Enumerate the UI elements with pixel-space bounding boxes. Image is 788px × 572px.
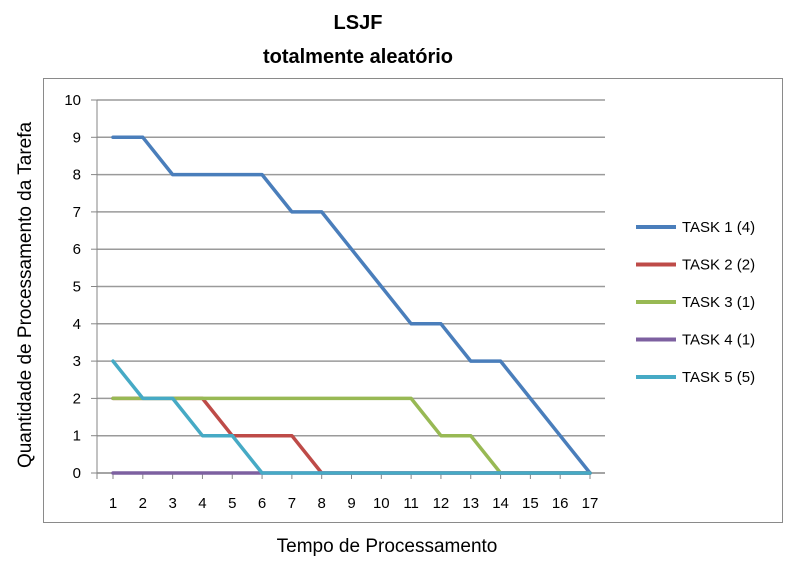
x-tick-label: 8 [318, 495, 326, 512]
legend: TASK 1 (4) TASK 2 (2) TASK 3 (1) TASK 4 (1)… [636, 219, 755, 386]
y-tick-label: 9 [73, 129, 81, 146]
y-tick-label: 5 [73, 279, 81, 296]
x-tick-label: 12 [433, 495, 450, 512]
x-tick-label: 1 [109, 495, 117, 512]
series-line-task-1 [111, 135, 592, 475]
legend-label-task-2: TASK 2 (2) [682, 257, 755, 274]
chart-subtitle: totalmente aleatório [262, 46, 454, 68]
x-tick-label: 11 [403, 495, 419, 512]
gridlines [91, 99, 605, 479]
x-tick-label: 5 [228, 495, 236, 512]
x-tick-label: 10 [373, 495, 390, 512]
y-tick-label: 8 [73, 167, 81, 184]
y-tick-label: 1 [73, 428, 81, 445]
legend-label-task-3: TASK 3 (1) [682, 294, 755, 311]
y-tick-label: 7 [73, 204, 81, 221]
x-tick-label: 17 [582, 495, 599, 512]
x-tick-labels: 1 2 3 4 5 6 7 8 9 10 11 12 13 14 15 16 17 [109, 495, 599, 512]
y-axis-label: Quantidade de Processamento da Tarefa [15, 122, 36, 469]
x-tick-label: 6 [258, 495, 266, 512]
x-tick-label: 13 [462, 495, 479, 512]
y-tick-labels: 0 1 2 3 4 5 6 7 8 9 10 [64, 92, 81, 482]
plot-area-border [43, 78, 783, 523]
x-tick-label: 15 [522, 495, 539, 512]
y-tick-label: 2 [73, 390, 81, 407]
legend-label-task-5: TASK 5 (5) [682, 369, 755, 386]
legend-label-task-1: TASK 1 (4) [682, 219, 755, 236]
x-tick-label: 3 [168, 495, 176, 512]
x-tick-label: 2 [139, 495, 147, 512]
legend-label-task-4: TASK 4 (1) [682, 332, 755, 349]
x-tick-label: 4 [198, 495, 206, 512]
y-tick-label: 6 [73, 241, 81, 258]
y-tick-label: 0 [73, 465, 81, 482]
x-tick-label: 9 [347, 495, 355, 512]
x-tick-label: 7 [288, 495, 296, 512]
series-line-task-5 [111, 359, 592, 475]
y-tick-label: 4 [73, 316, 81, 333]
x-axis-label: Tempo de Processamento [277, 536, 498, 557]
x-tick-label: 16 [552, 495, 569, 512]
y-tick-label: 3 [73, 353, 81, 370]
x-tick-label: 14 [492, 495, 509, 512]
chart-title: LSJF [333, 12, 383, 34]
series-lines [111, 135, 592, 475]
y-tick-label: 10 [64, 92, 81, 109]
